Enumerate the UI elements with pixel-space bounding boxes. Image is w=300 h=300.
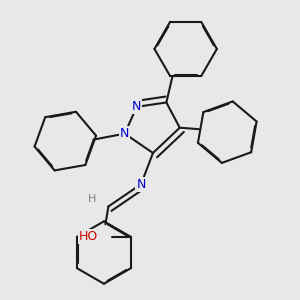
- Text: N: N: [120, 127, 129, 140]
- Text: N: N: [136, 178, 146, 191]
- Text: H: H: [88, 194, 96, 204]
- Text: HO: HO: [79, 230, 98, 243]
- Text: N: N: [132, 100, 141, 113]
